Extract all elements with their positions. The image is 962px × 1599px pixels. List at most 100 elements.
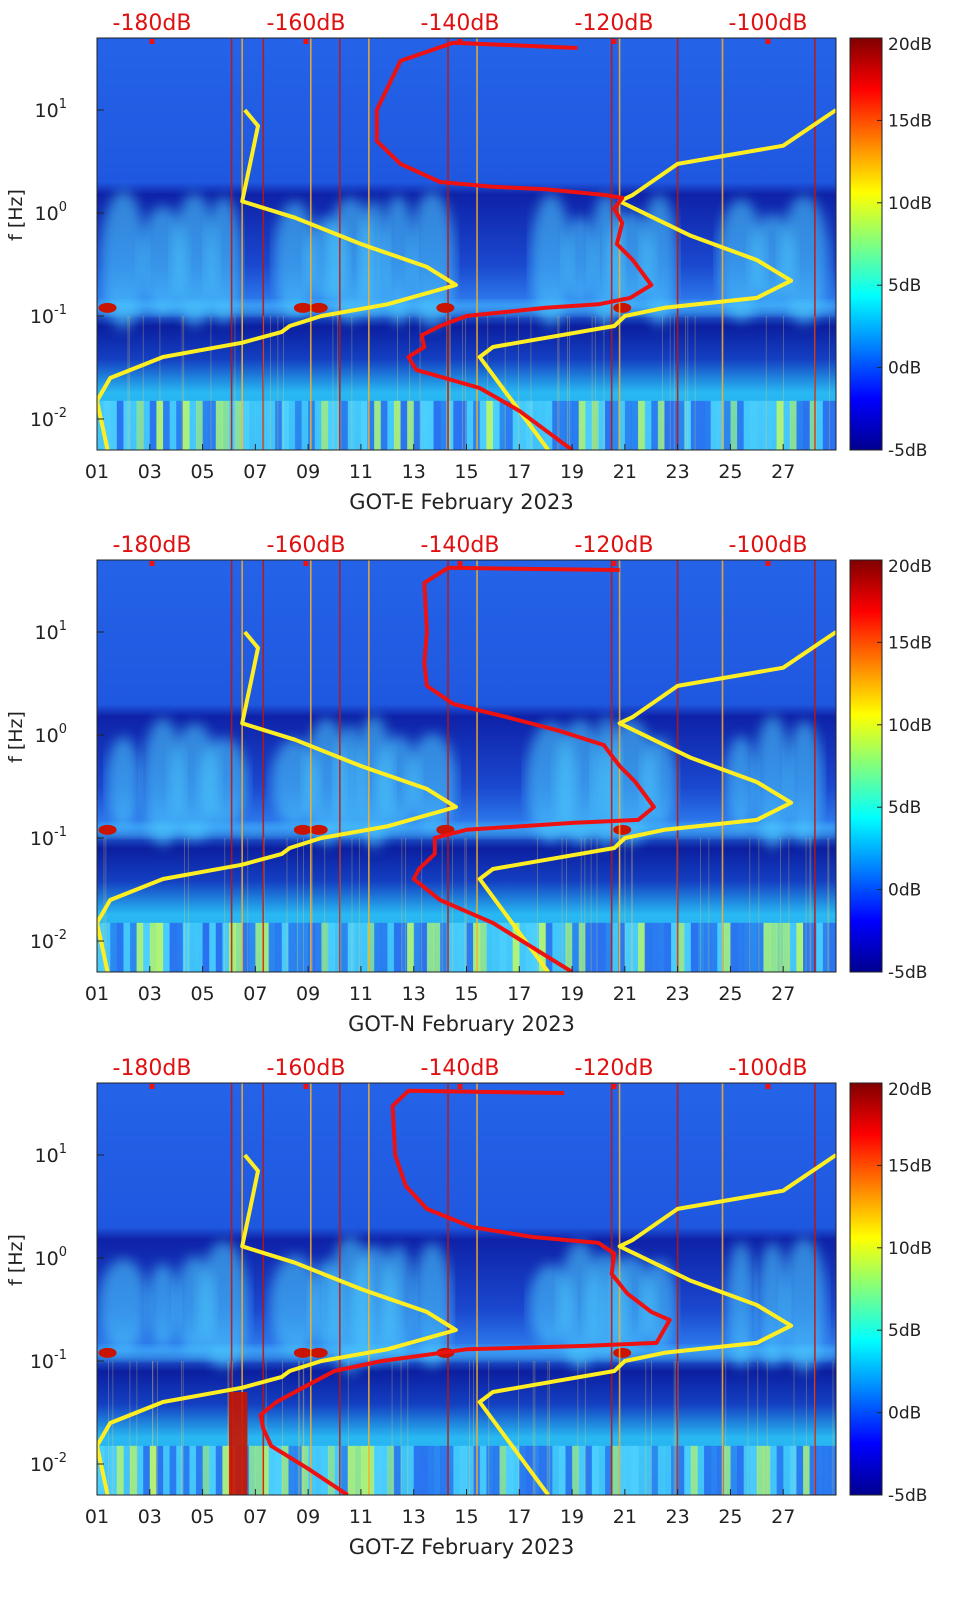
low-frequency-band — [413, 1445, 421, 1495]
microseism-blob — [142, 717, 184, 847]
low-frequency-band — [697, 922, 705, 972]
y-tick-label: 10-2 — [30, 928, 67, 953]
yellow-noise-model-right — [477, 630, 836, 972]
low-frequency-band — [770, 922, 778, 972]
low-frequency-band — [446, 1445, 454, 1495]
low-frequency-band — [367, 1445, 375, 1495]
top-db-marker — [765, 1084, 771, 1089]
low-frequency-band — [466, 400, 474, 450]
top-db-marker — [765, 561, 771, 566]
y-tick-exponent: -1 — [54, 825, 67, 840]
low-frequency-band — [578, 1445, 586, 1495]
low-frequency-band — [677, 400, 685, 450]
low-frequency-band — [657, 922, 665, 972]
low-frequency-band — [129, 400, 138, 450]
low-frequency-band — [103, 1445, 111, 1495]
low-frequency-band — [459, 400, 467, 450]
colorbar — [849, 1082, 883, 1496]
low-frequency-band — [598, 1445, 606, 1495]
hot-spot — [309, 1347, 328, 1358]
low-frequency-band — [281, 922, 289, 972]
low-frequency-band — [314, 922, 322, 972]
low-frequency-band — [803, 400, 811, 450]
low-frequency-band — [354, 1445, 362, 1495]
low-frequency-band — [756, 1445, 764, 1495]
low-frequency-band — [162, 922, 171, 972]
low-frequency-band — [638, 400, 646, 450]
low-frequency-band — [499, 1445, 507, 1495]
low-frequency-band — [631, 400, 639, 450]
low-frequency-band — [156, 922, 164, 972]
colorbar-tick-label: 15dB — [888, 1156, 932, 1176]
low-frequency-band — [426, 400, 435, 450]
low-frequency-band — [202, 400, 210, 450]
y-tick-label: 10-1 — [30, 1348, 67, 1373]
low-frequency-band — [228, 400, 237, 450]
x-axis-label: GOT-E February 2023 — [349, 490, 573, 514]
x-tick-label: 21 — [613, 983, 637, 1005]
microseism-blob — [726, 1241, 756, 1369]
low-frequency-band — [189, 1445, 197, 1495]
low-frequency-band — [591, 1445, 599, 1495]
low-frequency-band — [512, 400, 520, 450]
top-db-label: -100dB — [729, 11, 808, 36]
top-db-marker — [611, 561, 617, 566]
x-axis-label: GOT-Z February 2023 — [349, 1535, 575, 1559]
low-frequency-band — [770, 400, 778, 450]
low-frequency-band — [169, 922, 177, 972]
low-frequency-band — [598, 400, 606, 450]
top-db-label: -100dB — [729, 1056, 808, 1081]
x-tick-label: 15 — [454, 461, 478, 483]
low-frequency-band — [268, 1445, 276, 1495]
low-frequency-band — [248, 922, 256, 972]
low-frequency-band — [710, 922, 718, 972]
low-frequency-band — [512, 1445, 520, 1495]
x-tick-label: 21 — [613, 1506, 637, 1528]
low-frequency-band — [393, 400, 402, 450]
microseism-blob — [106, 736, 141, 828]
low-frequency-band — [677, 922, 685, 972]
low-frequency-band — [294, 1445, 303, 1495]
colorbar-tick-label: 5dB — [888, 276, 921, 296]
hot-spot — [613, 1347, 632, 1358]
low-frequency-band — [809, 400, 817, 450]
y-tick-label: 10-1 — [30, 303, 67, 328]
low-frequency-band — [242, 400, 250, 450]
x-tick-label: 17 — [507, 461, 531, 483]
low-frequency-band — [651, 922, 659, 972]
low-frequency-band — [321, 400, 329, 450]
y-tick-label: 100 — [35, 1245, 67, 1270]
low-frequency-band — [466, 922, 474, 972]
low-frequency-band — [275, 922, 283, 972]
low-frequency-band — [492, 922, 500, 972]
low-frequency-band — [796, 922, 804, 972]
top-db-label: -160dB — [267, 1056, 346, 1081]
low-frequency-band — [321, 1445, 329, 1495]
low-frequency-band — [730, 400, 738, 450]
x-tick-label: 07 — [243, 461, 267, 483]
y-tick-exponent: 0 — [59, 722, 67, 737]
low-frequency-band — [816, 400, 824, 450]
low-frequency-band — [440, 400, 448, 450]
low-frequency-band — [374, 1445, 382, 1495]
microseism-blob — [199, 737, 248, 827]
low-frequency-band — [479, 922, 487, 972]
low-frequency-band — [459, 922, 467, 972]
hot-spot — [293, 1347, 312, 1358]
low-frequency-band — [638, 922, 646, 972]
low-frequency-band — [261, 400, 270, 450]
yellow-noise-model-left — [97, 1153, 458, 1495]
x-tick-label: 19 — [560, 983, 584, 1005]
low-frequency-band — [222, 1445, 230, 1495]
low-frequency-band — [222, 922, 230, 972]
low-frequency-band — [783, 922, 791, 972]
low-frequency-band — [327, 1445, 336, 1495]
low-frequency-band — [281, 400, 289, 450]
hot-spot — [309, 824, 328, 835]
low-frequency-band — [162, 1445, 171, 1495]
low-frequency-band — [466, 1445, 474, 1495]
low-frequency-band — [743, 922, 751, 972]
low-frequency-band — [552, 1445, 560, 1495]
low-frequency-band — [123, 400, 131, 450]
colorbar — [849, 559, 883, 973]
